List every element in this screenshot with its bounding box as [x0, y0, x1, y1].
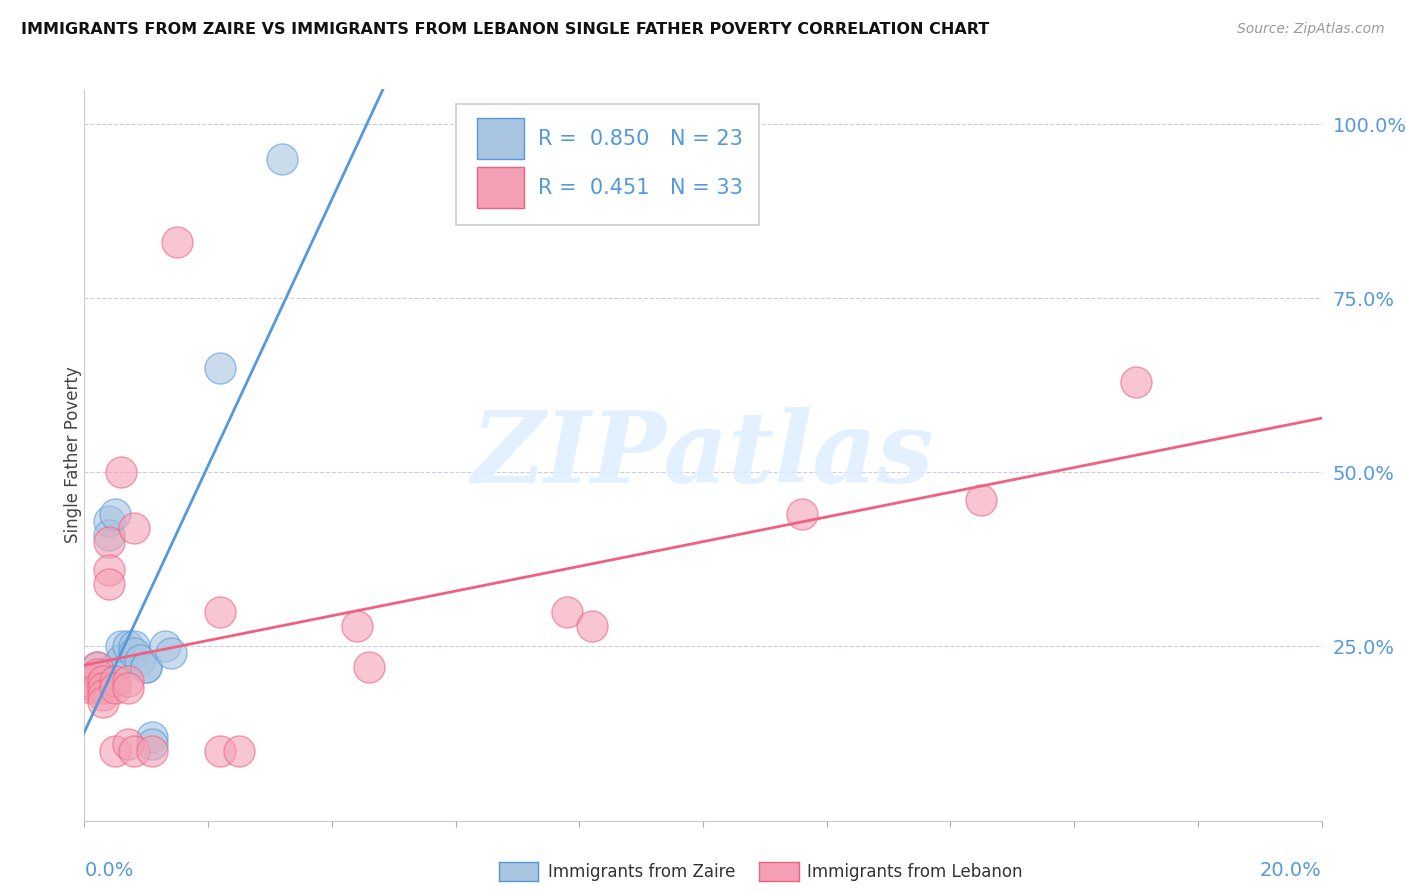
Point	[104, 744, 127, 758]
Point	[104, 674, 127, 689]
Point	[153, 640, 176, 654]
Point	[79, 681, 101, 696]
Text: ZIPatlas: ZIPatlas	[472, 407, 934, 503]
Point	[346, 618, 368, 632]
Point	[271, 152, 294, 166]
Point	[98, 528, 121, 542]
Point	[79, 674, 101, 689]
Point	[141, 744, 163, 758]
Point	[970, 493, 993, 508]
Point	[228, 744, 250, 758]
Point	[98, 535, 121, 549]
Point	[86, 667, 108, 681]
Point	[104, 660, 127, 674]
FancyBboxPatch shape	[456, 103, 759, 225]
Point	[1125, 375, 1147, 389]
Text: R =  0.850: R = 0.850	[538, 128, 650, 149]
Point	[166, 235, 188, 250]
Point	[141, 737, 163, 751]
Text: N = 33: N = 33	[669, 178, 742, 198]
Point	[79, 674, 101, 689]
Point	[98, 576, 121, 591]
Point	[117, 681, 139, 696]
Point	[86, 660, 108, 674]
Point	[110, 653, 132, 667]
Point	[357, 660, 380, 674]
Text: IMMIGRANTS FROM ZAIRE VS IMMIGRANTS FROM LEBANON SINGLE FATHER POVERTY CORRELATI: IMMIGRANTS FROM ZAIRE VS IMMIGRANTS FROM…	[21, 22, 990, 37]
Text: 20.0%: 20.0%	[1260, 861, 1322, 880]
Y-axis label: Single Father Poverty: Single Father Poverty	[65, 367, 82, 543]
Point	[110, 466, 132, 480]
Text: N = 23: N = 23	[669, 128, 742, 149]
FancyBboxPatch shape	[477, 119, 523, 159]
Point	[141, 730, 163, 744]
Point	[91, 695, 114, 709]
Point	[209, 744, 232, 758]
Point	[129, 653, 152, 667]
Point	[104, 674, 127, 689]
Text: Immigrants from Lebanon: Immigrants from Lebanon	[807, 863, 1022, 881]
Point	[117, 737, 139, 751]
Point	[91, 688, 114, 702]
Point	[98, 514, 121, 528]
Point	[91, 681, 114, 696]
Point	[117, 674, 139, 689]
Point	[91, 667, 114, 681]
Point	[122, 647, 145, 661]
Point	[98, 563, 121, 577]
Point	[91, 674, 114, 689]
Point	[117, 640, 139, 654]
Point	[122, 744, 145, 758]
Point	[135, 660, 157, 674]
Point	[86, 660, 108, 674]
Text: Source: ZipAtlas.com: Source: ZipAtlas.com	[1237, 22, 1385, 37]
Point	[110, 640, 132, 654]
Point	[86, 681, 108, 696]
Point	[160, 647, 183, 661]
Point	[209, 360, 232, 375]
Point	[104, 681, 127, 696]
Point	[122, 640, 145, 654]
Text: R =  0.451: R = 0.451	[538, 178, 650, 198]
Point	[790, 507, 813, 521]
FancyBboxPatch shape	[477, 168, 523, 208]
Point	[555, 605, 578, 619]
Point	[209, 605, 232, 619]
Text: Immigrants from Zaire: Immigrants from Zaire	[548, 863, 735, 881]
Point	[581, 618, 603, 632]
Point	[104, 507, 127, 521]
Text: 0.0%: 0.0%	[84, 861, 134, 880]
Point	[122, 521, 145, 535]
Point	[91, 681, 114, 696]
Point	[135, 660, 157, 674]
